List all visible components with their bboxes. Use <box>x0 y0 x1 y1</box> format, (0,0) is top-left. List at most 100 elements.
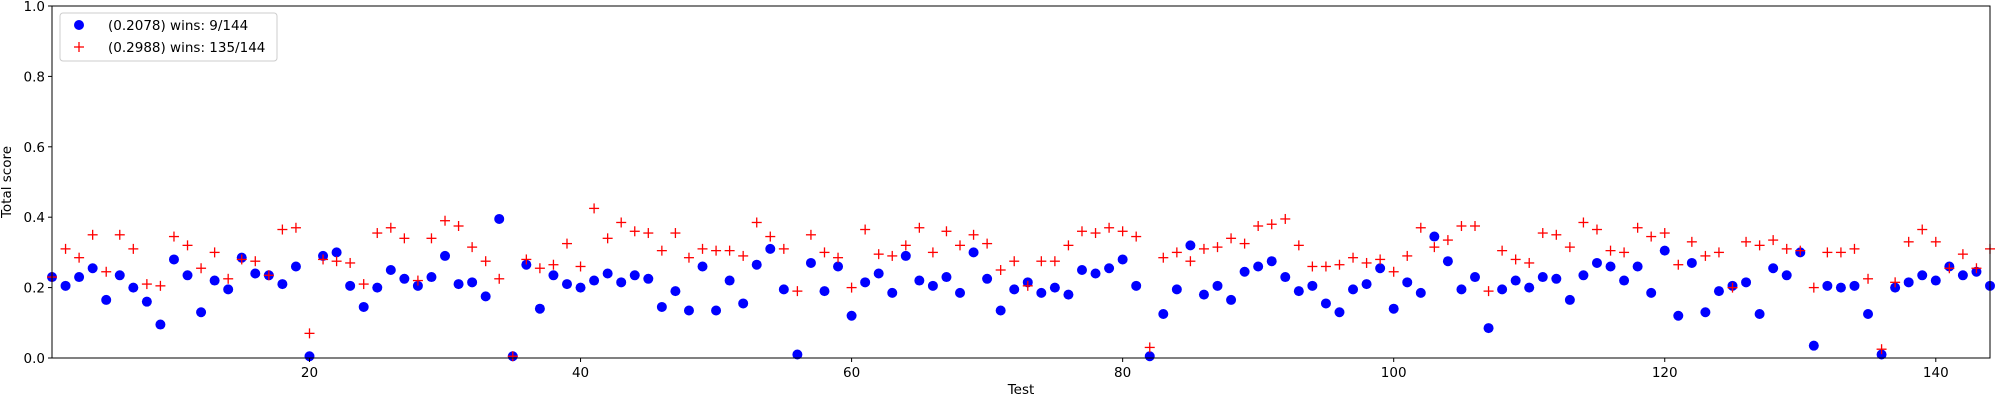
data-point-circle <box>738 298 749 309</box>
data-point-circle <box>575 282 586 293</box>
data-point-circle <box>616 277 627 288</box>
data-point-circle <box>1564 294 1575 305</box>
data-point-plus <box>1307 261 1318 272</box>
data-point-plus <box>819 247 830 258</box>
data-point-plus <box>1578 217 1589 228</box>
data-point-circle <box>480 291 491 302</box>
x-tick-label: 80 <box>1114 365 1131 381</box>
data-point-circle <box>1226 294 1237 305</box>
data-point-circle <box>1348 284 1359 295</box>
data-point-plus <box>711 245 722 256</box>
data-point-circle <box>1497 284 1508 295</box>
data-point-plus <box>1619 247 1630 258</box>
data-point-circle <box>873 268 884 279</box>
data-point-circle <box>1429 231 1440 242</box>
legend-plus-glyph <box>74 42 84 52</box>
data-point-plus <box>1470 221 1481 231</box>
data-point-plus <box>168 231 179 242</box>
data-point-circle <box>561 279 572 290</box>
y-tick-label: 0.2 <box>24 281 45 297</box>
data-point-plus <box>1876 344 1887 355</box>
data-point-circle <box>440 250 451 261</box>
data-point-circle <box>209 275 220 286</box>
data-point-circle <box>778 284 789 295</box>
data-point-circle <box>1036 287 1047 298</box>
data-point-plus <box>101 266 112 277</box>
data-point-circle <box>101 294 112 305</box>
data-point-circle <box>751 259 762 270</box>
data-point-circle <box>1591 257 1602 268</box>
data-point-plus <box>453 221 464 231</box>
data-point-plus <box>1456 221 1467 231</box>
data-point-circle <box>426 272 437 283</box>
data-point-circle <box>629 270 640 281</box>
data-point-circle <box>1686 257 1697 268</box>
data-point-circle <box>345 280 356 291</box>
data-point-plus <box>1768 235 1779 246</box>
data-point-circle <box>1876 349 1887 360</box>
data-point-circle <box>548 270 559 281</box>
data-point-plus <box>1104 222 1115 233</box>
data-point-plus <box>833 252 844 263</box>
data-point-circle <box>1185 240 1196 251</box>
data-point-circle <box>1524 282 1535 293</box>
data-point-plus <box>1429 242 1440 253</box>
data-point-circle <box>846 310 857 321</box>
data-point-circle <box>1280 272 1291 283</box>
data-point-circle <box>1307 280 1318 291</box>
data-point-plus <box>561 238 572 249</box>
data-point-plus <box>1049 256 1060 267</box>
data-point-circle <box>1917 270 1928 281</box>
data-point-plus <box>941 226 952 237</box>
data-point-plus <box>1673 259 1684 270</box>
data-point-circle <box>521 259 532 270</box>
data-point-plus <box>318 254 329 265</box>
data-point-circle <box>1388 303 1399 314</box>
data-point-plus <box>1293 240 1304 251</box>
data-point-plus <box>1063 240 1074 251</box>
data-point-circle <box>168 254 179 265</box>
data-point-circle <box>304 351 315 362</box>
data-point-circle <box>1930 275 1941 286</box>
data-point-circle <box>589 275 600 286</box>
y-axis-label: Total score <box>0 146 15 219</box>
data-point-circle <box>1863 309 1874 319</box>
data-point-plus <box>223 273 234 284</box>
data-point-circle <box>1470 272 1481 283</box>
data-point-circle <box>819 286 830 297</box>
data-point-plus <box>548 259 559 270</box>
data-point-plus <box>778 243 789 254</box>
data-point-circle <box>1266 256 1277 267</box>
x-tick-label: 40 <box>572 365 589 381</box>
data-point-circle <box>1768 263 1779 274</box>
x-axis: 20 40 60 80 100 120 140 <box>301 358 1949 381</box>
data-point-plus <box>1835 247 1846 258</box>
data-point-circle <box>1619 275 1630 286</box>
legend-marker-circle <box>74 20 84 30</box>
data-point-plus <box>250 256 261 267</box>
data-point-circle <box>1890 282 1901 293</box>
data-point-plus <box>209 247 220 258</box>
data-point-circle <box>1402 277 1413 288</box>
x-tick-label: 100 <box>1381 365 1407 381</box>
legend-box <box>59 12 278 62</box>
data-point-circle <box>87 263 98 274</box>
data-point-plus <box>1537 228 1548 239</box>
data-point-plus <box>385 222 396 233</box>
data-point-plus <box>1524 257 1535 268</box>
data-point-plus <box>1022 280 1033 291</box>
data-point-plus <box>1320 261 1331 272</box>
data-point-circle <box>1551 273 1562 284</box>
data-point-circle <box>1849 280 1860 291</box>
data-point-circle <box>900 250 911 261</box>
data-point-circle <box>1171 284 1182 295</box>
data-point-circle <box>223 284 234 295</box>
data-point-circle <box>683 305 694 316</box>
data-point-plus <box>724 245 735 256</box>
data-point-circle <box>1903 277 1914 288</box>
legend-entry-0-label: (0.2078) wins: 9/144 <box>108 18 248 34</box>
data-point-plus <box>1483 286 1494 297</box>
data-point-plus <box>128 243 139 254</box>
data-point-circle <box>1578 270 1589 281</box>
